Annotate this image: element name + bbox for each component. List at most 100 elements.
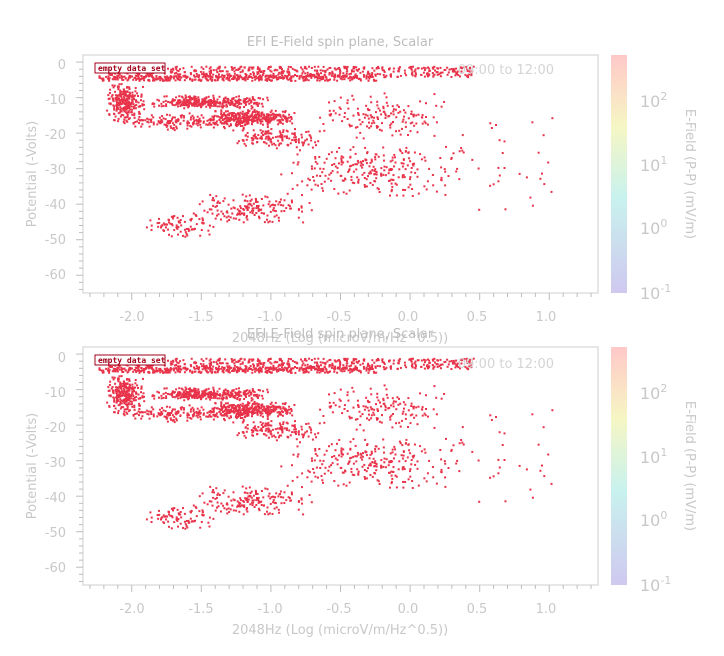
scatter-point [243,412,245,415]
scatter-point [328,101,330,104]
scatter-point [340,367,343,370]
scatter-point [126,371,129,374]
scatter-point [197,96,200,99]
scatter-point [369,74,371,77]
scatter-point [234,394,237,397]
scatter-point [370,122,373,125]
scatter-point [438,73,441,76]
colorbar: 102 101 100 10-1 E-Field (P-P) (mV/m) [611,55,697,303]
scatter-point [158,104,160,107]
scatter-point [175,101,178,104]
scatter-point [250,367,253,370]
scatter-point [407,117,410,120]
scatter-point [268,114,271,117]
scatter-point [133,107,135,110]
scatter-point [192,117,195,120]
scatter-point [250,137,253,139]
scatter-point [177,77,180,80]
scatter-point [158,99,160,102]
scatter-point [237,121,239,123]
scatter-point [339,361,342,364]
scatter-point [350,124,353,127]
scatter-point [235,114,237,117]
scatter-point [125,408,128,411]
scatter-point [179,99,182,102]
scatter-point [108,79,110,82]
scatter-point [212,407,215,410]
scatter-point [286,409,289,412]
scatter-point [110,387,113,390]
scatter-point [177,226,180,228]
scatter-point [251,404,254,407]
scatter-point [232,389,235,391]
scatter-point [291,367,294,370]
scatter-point [397,70,400,73]
scatter-point [392,67,395,70]
scatter-point [245,390,247,392]
scatter-point [116,367,119,369]
scatter-point [126,116,129,118]
scatter-point [202,67,205,70]
scatter-point [273,113,276,116]
scatter-point [400,162,403,165]
scatter-point [249,76,251,78]
scatter-point [209,395,212,398]
scatter-point [342,366,345,369]
scatter-point [152,121,155,124]
scatter-point [116,387,119,390]
scatter-point [363,184,366,186]
scatter-point [278,130,281,133]
scatter-point [232,370,235,372]
scatter-point [252,98,255,101]
scatter-point [381,358,384,361]
scatter-point [251,398,254,401]
scatter-point [299,149,301,152]
scatter-point [152,79,154,82]
scatter-point [288,113,291,116]
scatter-point [248,358,251,361]
scatter-point [395,194,398,197]
scatter-point [235,125,238,128]
scatter-point [251,123,253,126]
scatter-point [119,400,122,403]
scatter-point [423,66,425,69]
scatter-point [125,95,128,98]
scatter-point [266,122,269,125]
scatter-point [269,357,272,360]
scatter-point [216,98,219,101]
scatter-point [243,98,246,101]
scatter-point [177,392,180,395]
scatter-point [113,399,116,402]
scatter-point [302,367,305,370]
scatter-point [467,368,470,371]
scatter-point [318,73,320,76]
scatter-point [113,108,116,111]
scatter-point [156,123,159,126]
scatter-point [365,74,368,77]
scatter-point [223,118,226,120]
scatter-point [368,165,371,168]
scatter-point [238,395,240,398]
scatter-point [235,387,238,390]
scatter-point [167,77,170,80]
scatter-point [355,68,358,71]
scatter-point [185,396,188,399]
scatter-point [256,113,259,116]
scatter-point [128,378,131,381]
scatter-point [282,411,285,414]
scatter-point [173,396,176,399]
scatter-point [220,75,223,78]
scatter-point [291,67,294,70]
scatter-point [461,67,463,70]
y-axis: 0 -10 -20 -30 -40 -50 -60 Potential (-Vo… [25,58,66,283]
scatter-point [250,75,253,78]
scatter-point [200,114,203,117]
scatter-point [302,369,305,372]
scatter-point [239,363,242,366]
scatter-point [356,76,359,79]
scatter-point [236,106,239,108]
scatter-point [454,366,457,369]
scatter-point [135,395,138,398]
scatter-point [359,164,362,167]
scatter-point [118,368,121,371]
